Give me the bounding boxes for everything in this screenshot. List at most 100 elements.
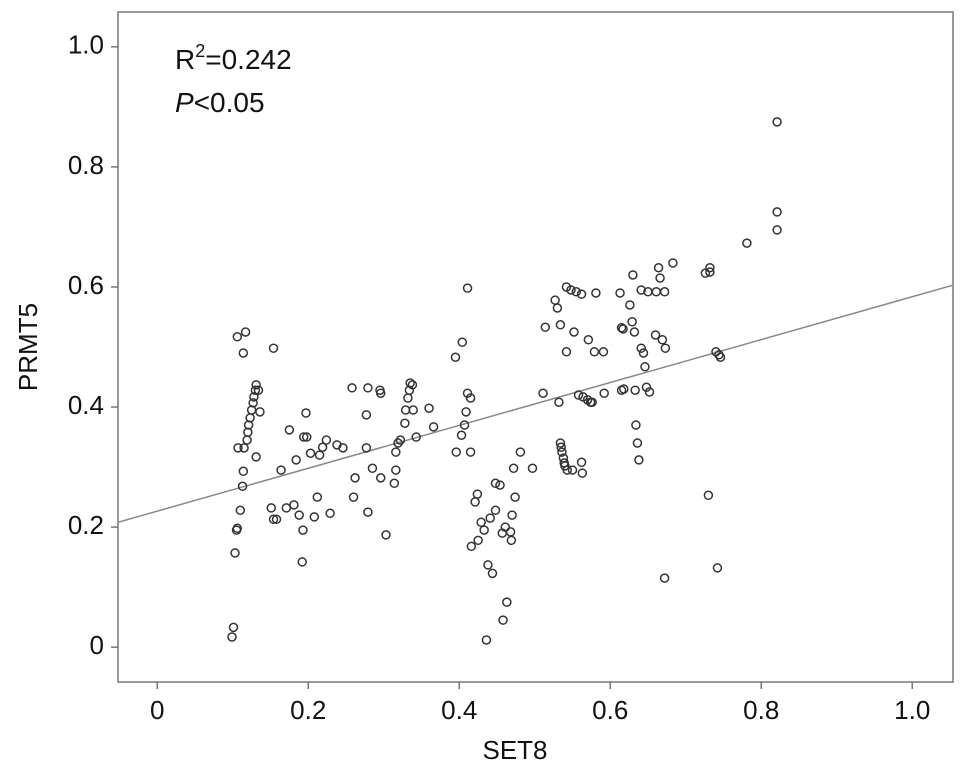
point [266,503,277,513]
point [242,435,252,445]
point [599,388,609,398]
x-tick-label: 0 [150,695,164,725]
annotation-part: R [175,44,195,75]
point [515,447,526,457]
point [527,463,538,474]
point [465,447,476,457]
point [400,418,410,428]
point [367,463,378,474]
x-tick-label: 0.2 [290,695,326,725]
point [297,557,307,567]
point [500,522,511,532]
point [391,465,401,475]
plot-frame [117,11,954,683]
point [291,455,301,465]
point [598,347,609,357]
point [628,270,638,280]
point [276,465,286,475]
point [253,385,264,395]
point [556,442,566,453]
point [281,503,292,513]
point [772,117,782,127]
point [557,447,567,457]
point [347,383,357,393]
point [317,442,328,453]
point [227,632,237,642]
point [657,335,668,345]
point [566,285,576,295]
point [465,393,476,403]
point [255,407,265,417]
point [508,463,519,474]
point [314,450,325,460]
point [294,510,304,520]
point [591,288,601,298]
point [403,393,413,403]
point [742,238,752,248]
point [325,508,335,519]
point [459,420,470,430]
point [350,473,360,483]
point [239,443,249,453]
point [772,207,782,217]
point [473,535,483,546]
point [587,397,597,407]
point [540,322,551,332]
point [507,510,517,520]
point [562,465,572,475]
point [271,514,282,525]
point [470,497,480,507]
point [479,525,489,535]
point [233,443,243,453]
point [640,362,650,372]
point [391,447,401,457]
point [510,492,520,502]
point [230,548,240,558]
point [232,523,243,534]
point [490,505,501,516]
point [653,263,664,273]
point [407,380,418,390]
point [631,420,641,430]
point [305,448,316,459]
point [487,568,498,579]
point [361,443,372,453]
point [561,347,572,357]
point [289,500,299,510]
point [338,443,348,453]
r-squared-annotation: R2=0.242 [175,41,292,76]
point [309,512,320,522]
point [715,352,726,362]
point [251,452,261,462]
point [576,289,587,299]
point [552,303,563,313]
point [571,287,582,297]
point [240,327,251,337]
y-axis-title: PRMT5 [13,303,43,391]
point [389,478,400,489]
point [298,525,308,535]
point [472,489,483,499]
x-tick-label: 1.0 [894,695,930,725]
point [237,481,248,492]
point [651,287,662,297]
point [462,388,473,398]
point [238,466,249,477]
point [589,347,600,357]
point [538,388,548,398]
point [502,597,512,607]
point [411,432,421,442]
point [321,435,332,445]
point [629,327,640,337]
point [381,530,391,540]
point [238,348,249,358]
point [235,505,246,516]
point [705,263,715,273]
annotation-part: P [175,87,194,118]
point [450,352,461,362]
point [395,435,406,445]
point [573,390,584,400]
point [268,514,279,525]
point [555,320,566,330]
